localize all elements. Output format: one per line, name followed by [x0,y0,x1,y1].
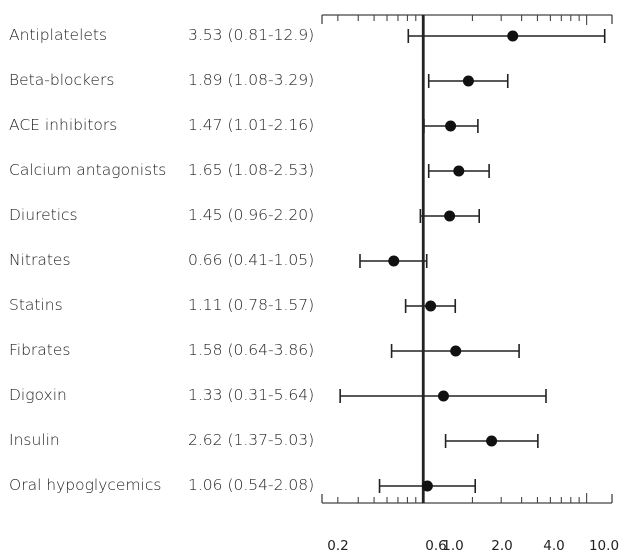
row-label: Diuretics [9,206,78,224]
row-label: ACE inhibitors [9,116,118,134]
row-label: Fibrates [9,341,71,359]
row-label: Antiplatelets [9,26,108,44]
ci-value-label: 1.89 (1.08-3.29) [188,71,315,89]
ci-value-label: 1.65 (1.08-2.53) [188,161,315,179]
row-label: Nitrates [9,251,71,269]
point-estimate [453,165,465,177]
point-estimate [450,345,462,357]
point-estimate [388,255,400,267]
ci-value-label: 0.66 (0.41-1.05) [188,251,315,269]
ci-value-label: 1.06 (0.54-2.08) [188,476,315,494]
row-label: Statins [9,296,63,314]
ci-value-label: 1.45 (0.96-2.20) [188,206,315,224]
ci-value-label: 1.33 (0.31-5.64) [188,386,315,404]
row-label: Oral hypoglycemics [9,476,162,494]
point-estimate [462,75,474,87]
row-label: Beta-blockers [9,71,115,89]
ci-value-label: 3.53 (0.81-12.9) [188,26,315,44]
point-estimate [507,30,519,42]
ci-value-label: 1.11 (0.78-1.57) [188,296,315,314]
row-label: Digoxin [9,386,67,404]
point-estimate [421,480,433,492]
x-tick-label: 0.6 [425,538,446,551]
point-estimate [437,390,449,402]
x-tick-label: 4.0 [543,538,564,551]
x-tick-label: 1.0 [442,538,463,551]
point-estimate [425,300,437,312]
ci-value-label: 1.47 (1.01-2.16) [188,116,315,134]
x-tick-label: 0.2 [327,538,348,551]
ci-value-label: 2.62 (1.37-5.03) [188,431,315,449]
x-tick-label: 2.0 [491,538,512,551]
row-label: Insulin [9,431,60,449]
row-label: Calcium antagonists [9,161,167,179]
point-estimate [445,120,457,132]
point-estimate [444,210,456,222]
point-estimate [486,435,498,447]
ci-value-label: 1.58 (0.64-3.86) [188,341,315,359]
x-tick-label: 10.0 [589,538,619,551]
